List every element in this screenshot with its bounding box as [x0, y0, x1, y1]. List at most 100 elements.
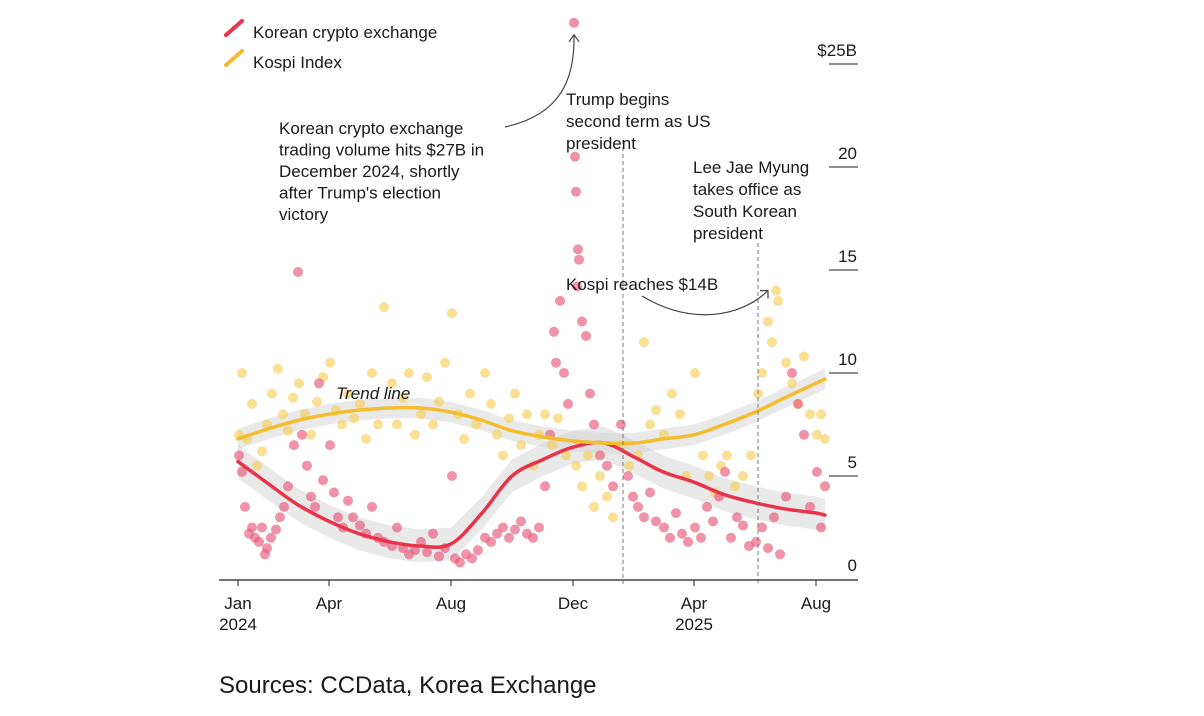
- data-point: [563, 398, 573, 409]
- data-point: [608, 512, 618, 523]
- data-point: [283, 425, 293, 436]
- data-point: [639, 512, 649, 523]
- data-point: [247, 522, 257, 533]
- data-point: [510, 388, 520, 399]
- data-point: [434, 396, 444, 407]
- data-point: [569, 17, 579, 28]
- data-point: [572, 281, 582, 292]
- data-point: [624, 460, 634, 471]
- data-point: [302, 460, 312, 471]
- data-point: [434, 551, 444, 562]
- event-markers: Trump begins second term as US president Le…: [566, 90, 809, 584]
- data-point: [373, 419, 383, 430]
- x-tick-label: Apr: [681, 594, 708, 613]
- x-tick-label: Aug: [436, 594, 466, 613]
- legend-label: Kospi Index: [253, 53, 342, 72]
- trend-band: [238, 368, 825, 454]
- data-point: [283, 481, 293, 492]
- annotation-label: after Trump's election: [279, 184, 441, 203]
- data-point: [671, 508, 681, 519]
- data-point: [555, 295, 565, 306]
- data-point: [708, 516, 718, 527]
- data-point: [486, 536, 496, 547]
- data-point: [471, 419, 481, 430]
- data-point: [677, 528, 687, 539]
- data-point: [775, 549, 785, 560]
- data-point: [333, 512, 343, 523]
- data-point: [738, 520, 748, 531]
- annotation-label: victory: [279, 205, 329, 224]
- data-point: [325, 440, 335, 451]
- data-point: [459, 433, 469, 444]
- data-point: [422, 547, 432, 558]
- x-tick-label: Dec: [558, 594, 589, 613]
- data-point: [771, 285, 781, 296]
- data-point: [329, 487, 339, 498]
- y-tick-label: 5: [848, 453, 857, 472]
- event-label: Trump begins: [566, 90, 669, 109]
- x-tick-label: Jan: [224, 594, 251, 613]
- annotation-label: trading volume hits $27B in: [279, 141, 484, 160]
- legend-swatch: [224, 49, 244, 67]
- data-point: [571, 460, 581, 471]
- data-point: [751, 536, 761, 547]
- data-point: [306, 491, 316, 502]
- data-point: [247, 398, 257, 409]
- event-label: takes office as: [693, 180, 801, 199]
- data-point: [781, 357, 791, 368]
- trend-bands: [238, 368, 825, 563]
- sources-footer: Sources: CCData, Korea Exchange: [219, 672, 597, 699]
- event-label: president: [693, 224, 763, 243]
- event-label: president: [566, 134, 636, 153]
- data-point: [492, 528, 502, 539]
- data-point: [516, 440, 526, 451]
- data-point: [820, 433, 830, 444]
- x-tick-label: Apr: [316, 594, 343, 613]
- data-point: [589, 501, 599, 512]
- data-point: [473, 545, 483, 556]
- data-point: [602, 491, 612, 502]
- data-point: [234, 450, 244, 461]
- data-point: [392, 419, 402, 430]
- data-point: [528, 532, 538, 543]
- data-point: [577, 481, 587, 492]
- data-point: [602, 460, 612, 471]
- data-point: [428, 528, 438, 539]
- data-point: [252, 460, 262, 471]
- data-point: [337, 419, 347, 430]
- data-point: [730, 481, 740, 492]
- data-point: [805, 409, 815, 420]
- x-tick-sublabel: 2024: [219, 615, 257, 634]
- data-point: [343, 388, 353, 399]
- data-point: [738, 471, 748, 481]
- data-point: [447, 471, 457, 481]
- data-point: [273, 363, 283, 374]
- trend-band: [238, 426, 825, 563]
- data-point: [310, 501, 320, 512]
- data-point: [498, 522, 508, 533]
- data-point: [534, 522, 544, 533]
- data-point: [793, 398, 803, 409]
- data-point: [787, 378, 797, 389]
- data-point: [571, 186, 581, 197]
- data-point: [623, 471, 633, 481]
- data-point: [589, 419, 599, 430]
- data-point: [812, 466, 822, 477]
- event-label: second term as US: [566, 112, 711, 131]
- annotation-label: December 2024, shortly: [279, 162, 460, 181]
- data-point: [651, 405, 661, 416]
- data-point: [355, 520, 365, 531]
- annotation-label: Kospi reaches $14B: [566, 275, 718, 294]
- data-point: [297, 429, 307, 440]
- legend-label: Korean crypto exchange: [253, 23, 437, 42]
- data-point: [696, 532, 706, 543]
- data-point: [553, 413, 563, 424]
- y-tick-label: 15: [838, 247, 857, 266]
- data-point: [816, 409, 826, 420]
- data-point: [325, 357, 335, 368]
- data-point: [510, 524, 520, 535]
- data-point: [379, 302, 389, 313]
- data-point: [690, 522, 700, 533]
- data-point: [254, 536, 264, 547]
- data-point: [561, 450, 571, 461]
